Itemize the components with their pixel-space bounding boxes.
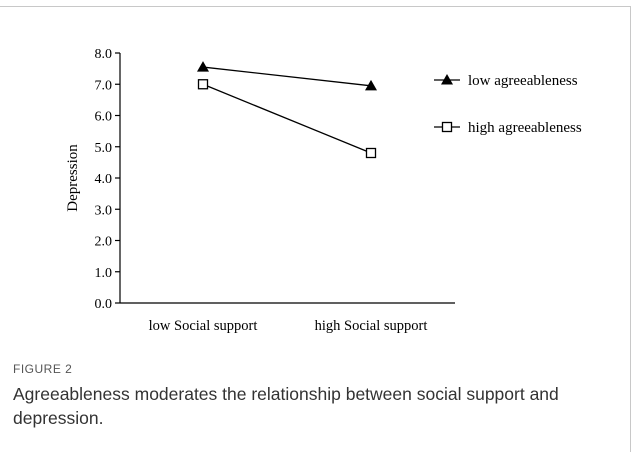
legend-marker <box>441 74 453 85</box>
x-category-label: high Social support <box>315 318 428 334</box>
figure-label: FIGURE 2 <box>13 362 73 376</box>
y-tick-label: 6.0 <box>95 110 113 125</box>
data-point <box>365 147 377 159</box>
y-tick-label: 5.0 <box>95 141 113 156</box>
figure-frame <box>0 6 631 452</box>
series-line-0 <box>202 66 372 87</box>
legend-marker <box>441 121 453 133</box>
data-point <box>197 61 209 72</box>
data-point <box>197 79 209 90</box>
x-category-label: low Social support <box>149 318 258 334</box>
legend-label: high agreeableness <box>468 120 582 136</box>
y-tick-label: 3.0 <box>95 203 113 218</box>
line-chart: 0.0 1.0 2.0 3.0 4.0 5.0 6.0 7.0 8.0 Depression low… <box>65 47 582 334</box>
legend-label: low agreeableness <box>468 73 578 89</box>
y-tick-label: 1.0 <box>95 266 113 281</box>
y-axis-label: Depression <box>65 144 81 212</box>
y-tick-label: 4.0 <box>95 172 113 187</box>
series-line-1 <box>202 83 372 154</box>
data-point <box>365 79 377 91</box>
y-tick-label: 2.0 <box>95 235 113 250</box>
y-tick-label: 0.0 <box>95 297 113 312</box>
figure-caption: Agreeableness moderates the relationship… <box>13 384 559 428</box>
y-tick-label: 7.0 <box>95 78 113 93</box>
y-tick-label: 8.0 <box>95 47 113 62</box>
